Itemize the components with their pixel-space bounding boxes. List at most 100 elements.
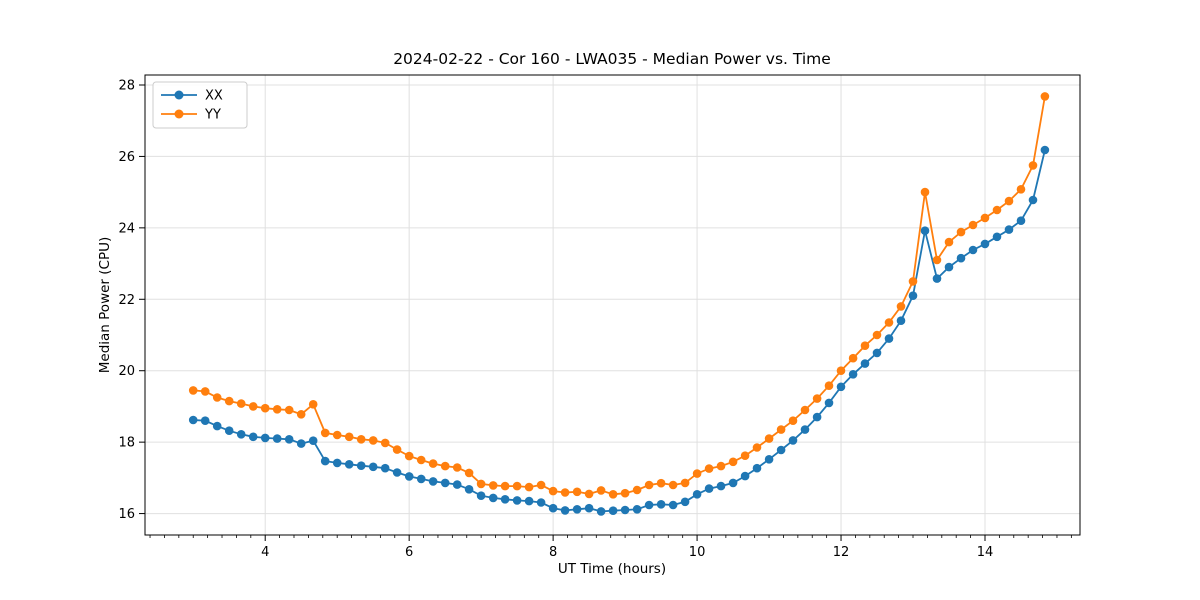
y-tick-label: 22 — [118, 293, 135, 308]
data-point — [716, 481, 726, 491]
data-point — [440, 478, 450, 488]
legend-label-yy: YY — [204, 108, 221, 123]
data-point — [236, 430, 246, 439]
data-point — [956, 253, 966, 263]
y-tick-label: 20 — [118, 364, 135, 379]
legend-label-xx: XX — [205, 89, 223, 104]
data-point — [500, 481, 510, 491]
data-point — [608, 506, 618, 515]
data-point — [956, 227, 966, 237]
data-point — [776, 445, 786, 455]
x-tick-label: 4 — [261, 545, 269, 560]
data-point — [272, 405, 282, 414]
data-point — [860, 359, 870, 368]
data-point — [896, 302, 906, 311]
data-point — [452, 463, 462, 472]
series-yy — [188, 92, 1050, 499]
data-point — [776, 425, 786, 434]
data-point — [608, 490, 618, 499]
data-point — [812, 412, 822, 422]
data-point — [824, 398, 834, 408]
data-point — [980, 213, 990, 223]
data-point — [656, 500, 666, 509]
data-point — [644, 480, 654, 490]
data-point — [368, 462, 378, 472]
y-tick-label: 18 — [118, 436, 135, 451]
data-point — [368, 436, 378, 445]
data-point — [416, 455, 426, 465]
data-point — [572, 487, 582, 497]
data-point — [200, 416, 210, 426]
data-point — [860, 341, 870, 351]
tick-layer: 4 6 8 10 12 14 16 18 20 22 24 26 28 — [118, 79, 1072, 560]
data-point — [260, 403, 270, 413]
data-point — [308, 436, 318, 446]
data-point — [692, 490, 702, 499]
data-point — [296, 410, 306, 419]
data-point — [440, 461, 450, 471]
data-point — [428, 477, 438, 486]
data-point — [212, 393, 222, 402]
data-point — [896, 316, 906, 326]
data-point — [788, 436, 798, 445]
data-point — [908, 277, 918, 286]
data-point — [380, 463, 390, 473]
data-point — [632, 505, 642, 514]
data-point — [548, 503, 558, 513]
data-point — [320, 456, 330, 466]
data-point — [356, 435, 366, 444]
data-point — [1016, 185, 1026, 194]
data-point — [344, 432, 354, 442]
data-point — [620, 505, 630, 515]
data-point — [476, 479, 486, 489]
data-point — [1040, 145, 1050, 155]
data-point — [512, 481, 522, 491]
data-point — [908, 291, 918, 301]
data-point — [560, 506, 570, 515]
y-tick-label: 26 — [118, 150, 135, 165]
data-point — [224, 426, 234, 436]
data-point — [596, 507, 606, 516]
data-point — [416, 474, 426, 484]
data-point — [824, 381, 834, 391]
data-point — [788, 416, 798, 426]
data-point — [740, 451, 750, 461]
data-point — [656, 478, 666, 488]
data-point — [332, 458, 342, 468]
y-tick-label: 28 — [118, 79, 135, 94]
data-point — [524, 482, 534, 492]
data-point — [764, 455, 774, 464]
data-point — [944, 262, 954, 272]
data-point — [920, 187, 930, 197]
data-point — [344, 460, 354, 469]
data-point — [596, 486, 606, 495]
data-point — [872, 330, 882, 340]
data-point — [620, 488, 630, 498]
legend: XX YY — [152, 81, 248, 129]
data-point — [932, 274, 942, 283]
data-point — [704, 484, 714, 493]
data-point — [500, 495, 510, 504]
data-point — [356, 461, 366, 471]
data-point — [884, 318, 894, 327]
data-point — [332, 430, 342, 440]
data-point — [260, 433, 270, 443]
data-point — [932, 255, 942, 265]
data-point — [872, 348, 882, 358]
grid-layer — [145, 75, 1080, 535]
data-point — [536, 498, 546, 507]
data-point — [524, 496, 534, 506]
data-point — [968, 245, 978, 255]
data-point — [404, 451, 414, 461]
data-point — [584, 489, 594, 499]
data-point — [1004, 196, 1014, 206]
data-point — [980, 239, 990, 249]
data-point — [536, 480, 546, 490]
data-point — [752, 463, 762, 473]
axes-frame — [144, 74, 1081, 536]
data-point — [800, 425, 810, 434]
data-point — [728, 478, 738, 488]
data-point — [548, 486, 558, 496]
